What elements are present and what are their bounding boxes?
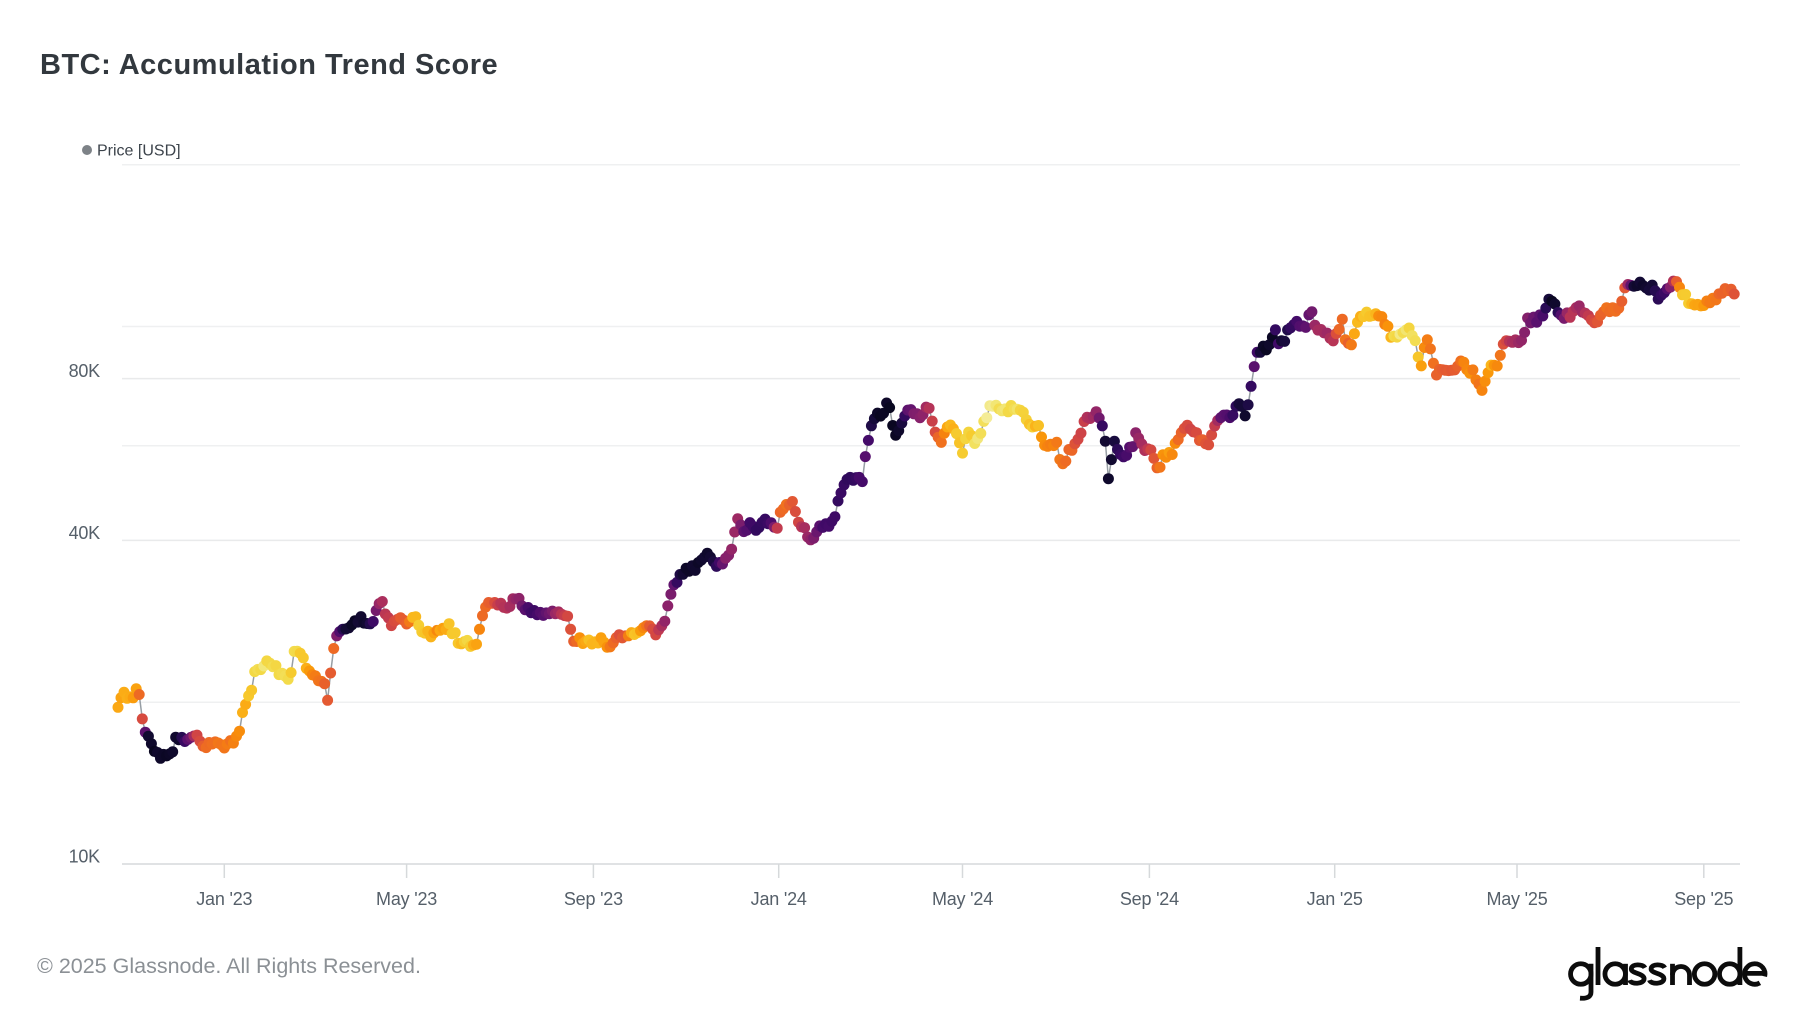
- svg-text:May '25: May '25: [1486, 889, 1547, 909]
- svg-text:Sep '25: Sep '25: [1674, 889, 1733, 909]
- svg-text:Sep '24: Sep '24: [1120, 889, 1179, 909]
- svg-text:May '24: May '24: [932, 889, 993, 909]
- svg-text:80K: 80K: [69, 361, 101, 381]
- svg-text:Jan '24: Jan '24: [751, 889, 807, 909]
- svg-text:May '23: May '23: [376, 889, 437, 909]
- svg-text:Price [USD]: Price [USD]: [97, 143, 181, 160]
- svg-text:10K: 10K: [69, 847, 101, 867]
- svg-text:Sep '23: Sep '23: [564, 889, 623, 909]
- svg-text:Jan '25: Jan '25: [1307, 889, 1363, 909]
- svg-text:40K: 40K: [69, 523, 101, 543]
- svg-text:Jan '23: Jan '23: [196, 889, 252, 909]
